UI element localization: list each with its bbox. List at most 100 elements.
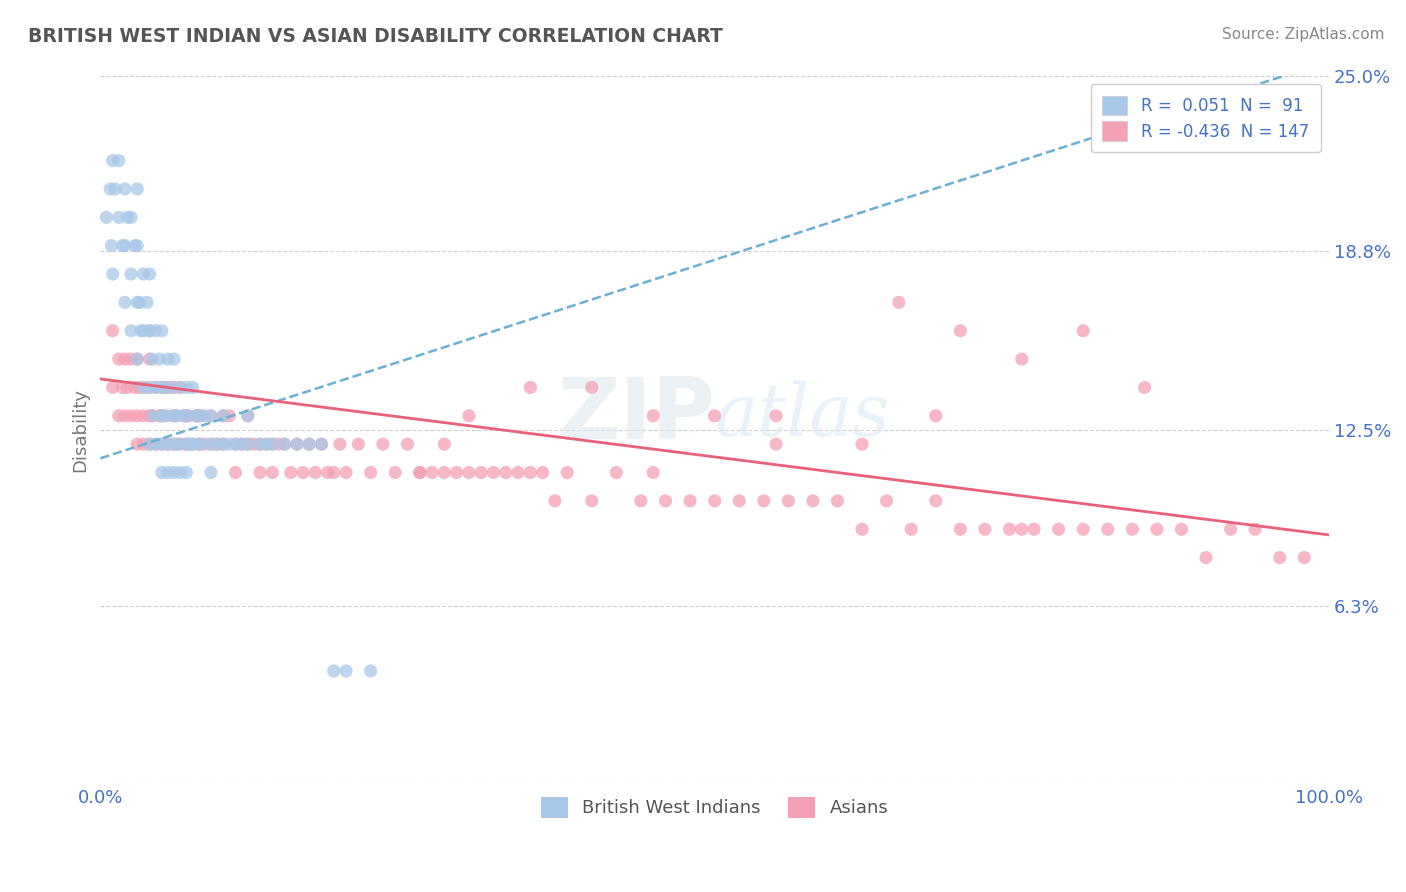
Point <box>949 324 972 338</box>
Point <box>925 494 948 508</box>
Point <box>409 466 432 480</box>
Point <box>765 437 787 451</box>
Point <box>117 380 139 394</box>
Point <box>249 466 271 480</box>
Point <box>654 494 676 508</box>
Point <box>145 324 167 338</box>
Point <box>107 211 129 225</box>
Point <box>630 494 652 508</box>
Point <box>316 466 339 480</box>
Point <box>169 380 191 394</box>
Point <box>163 380 186 394</box>
Point <box>163 409 186 423</box>
Point <box>187 437 209 451</box>
Point <box>98 182 121 196</box>
Point <box>249 437 271 451</box>
Point <box>1268 550 1291 565</box>
Point <box>132 324 155 338</box>
Point <box>150 409 173 423</box>
Point <box>728 494 751 508</box>
Point <box>765 409 787 423</box>
Point <box>876 494 898 508</box>
Point <box>212 409 235 423</box>
Point <box>150 466 173 480</box>
Point <box>107 153 129 168</box>
Point <box>114 352 136 367</box>
Point <box>187 409 209 423</box>
Point <box>177 409 200 423</box>
Point <box>155 409 177 423</box>
Point <box>262 466 284 480</box>
Point <box>194 437 217 451</box>
Point <box>114 238 136 252</box>
Point <box>176 409 198 423</box>
Point <box>187 437 209 451</box>
Point <box>433 466 456 480</box>
Point <box>1047 522 1070 536</box>
Point <box>311 437 333 451</box>
Point <box>236 409 259 423</box>
Point <box>262 437 284 451</box>
Point <box>519 466 541 480</box>
Point <box>114 295 136 310</box>
Point <box>120 211 142 225</box>
Point <box>519 380 541 394</box>
Point <box>111 380 134 394</box>
Point <box>156 437 179 451</box>
Point <box>973 522 995 536</box>
Point <box>1011 522 1033 536</box>
Point <box>384 466 406 480</box>
Point <box>176 380 198 394</box>
Point <box>495 466 517 480</box>
Point <box>136 380 159 394</box>
Point <box>292 466 315 480</box>
Point <box>703 494 725 508</box>
Point <box>129 324 152 338</box>
Point <box>142 409 165 423</box>
Point <box>360 664 382 678</box>
Point <box>205 437 228 451</box>
Point <box>153 380 176 394</box>
Point <box>150 437 173 451</box>
Point <box>679 494 702 508</box>
Point <box>243 437 266 451</box>
Point <box>163 352 186 367</box>
Point <box>200 409 222 423</box>
Point <box>120 409 142 423</box>
Point <box>120 267 142 281</box>
Point <box>446 466 468 480</box>
Point <box>194 409 217 423</box>
Point <box>150 324 173 338</box>
Point <box>458 466 481 480</box>
Point <box>127 352 149 367</box>
Point <box>150 380 173 394</box>
Point <box>273 437 295 451</box>
Point <box>138 437 160 451</box>
Point <box>322 466 344 480</box>
Point <box>335 664 357 678</box>
Point <box>163 466 186 480</box>
Point <box>224 437 246 451</box>
Point <box>420 466 443 480</box>
Point <box>120 324 142 338</box>
Point <box>150 409 173 423</box>
Point <box>254 437 277 451</box>
Point <box>132 267 155 281</box>
Point <box>120 352 142 367</box>
Point <box>186 409 208 423</box>
Point <box>138 324 160 338</box>
Point <box>482 466 505 480</box>
Point <box>100 238 122 252</box>
Point <box>166 409 188 423</box>
Point <box>347 437 370 451</box>
Point <box>1294 550 1316 565</box>
Point <box>998 522 1021 536</box>
Point <box>190 437 212 451</box>
Point <box>200 437 222 451</box>
Point <box>285 437 308 451</box>
Point <box>160 409 183 423</box>
Point <box>1146 522 1168 536</box>
Point <box>166 437 188 451</box>
Point <box>107 409 129 423</box>
Point <box>173 409 195 423</box>
